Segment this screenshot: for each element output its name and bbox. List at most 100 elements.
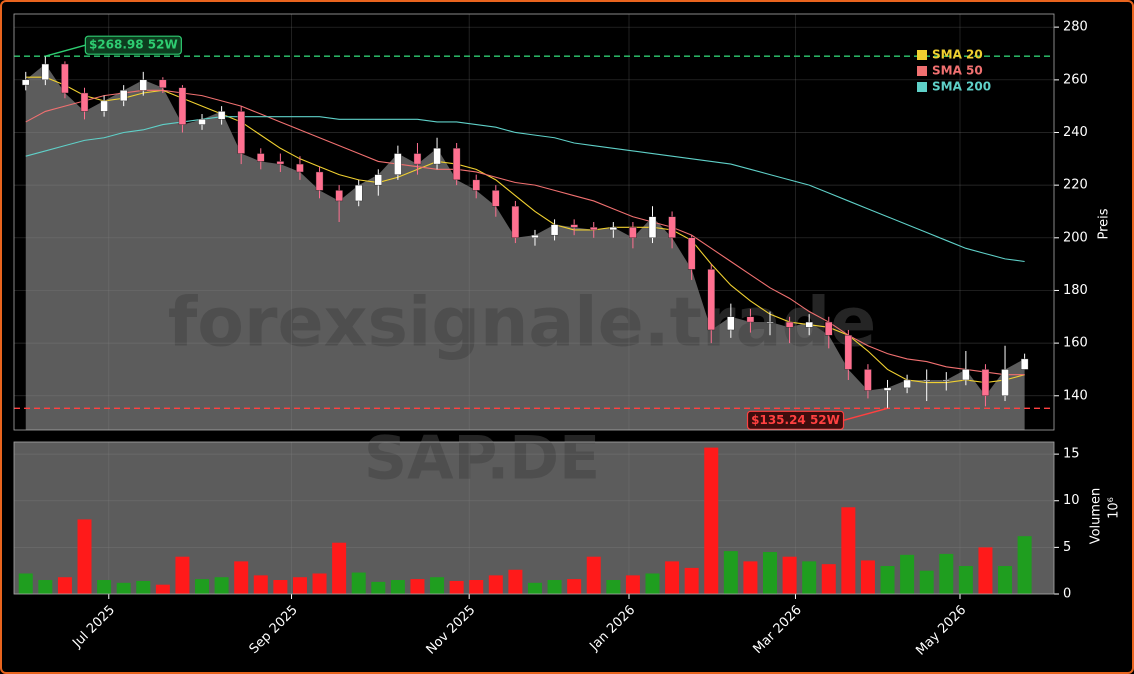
candle-body	[433, 148, 441, 165]
volume-bar	[469, 580, 484, 594]
candle-body	[217, 111, 226, 120]
price-frame	[13, 13, 1055, 431]
sma-line	[25, 76, 1025, 384]
volume-bar	[214, 577, 229, 594]
volume-bar	[155, 584, 170, 594]
candle-body	[511, 206, 520, 238]
legend-label: SMA 20	[932, 48, 983, 62]
candle-body	[687, 237, 696, 270]
y-tick-label: 5	[1063, 540, 1071, 555]
candle-body	[257, 153, 265, 162]
candle-body	[198, 119, 206, 125]
candle-body	[825, 321, 833, 336]
sma-line	[25, 89, 1025, 376]
x-tick-label: Jan 2026	[586, 603, 638, 655]
y-tick-label: 220	[1063, 178, 1088, 193]
candle-body	[22, 79, 30, 86]
candle-body	[355, 184, 363, 202]
candle-body	[648, 216, 657, 238]
volume-bar	[958, 566, 973, 594]
legend-swatch	[917, 50, 927, 60]
volume-bar	[371, 581, 386, 594]
legend-swatch	[917, 66, 927, 76]
sma-line	[25, 116, 1025, 263]
y-tick-label: 10	[1063, 493, 1080, 508]
price-area	[25, 64, 1025, 430]
watermark-symbol: SAP.DE	[364, 424, 600, 494]
axis-scale-label: 10⁶	[1107, 497, 1122, 519]
x-tick-label: Mar 2026	[751, 603, 805, 657]
volume-bar	[841, 507, 856, 594]
candle-body	[237, 111, 245, 154]
legend-label: SMA 200	[932, 80, 991, 94]
candle-body	[315, 171, 324, 191]
volume-bar	[665, 561, 680, 594]
volume-bar	[625, 575, 640, 594]
annotation-label: $135.24 52W	[751, 413, 840, 427]
candle-body	[80, 92, 89, 112]
volume-bar	[547, 580, 562, 594]
volume-bar	[273, 580, 288, 594]
volume-bar	[77, 519, 92, 594]
candle-body	[119, 90, 128, 102]
y-axis-label: Preis	[1097, 208, 1112, 239]
candle-body	[883, 387, 892, 391]
candle-body	[1001, 369, 1009, 396]
candle-body	[139, 79, 147, 91]
annotation-box	[84, 35, 182, 55]
volume-bar	[97, 580, 112, 594]
candle-body	[394, 153, 402, 175]
candle-body	[178, 87, 187, 125]
candle-body	[766, 321, 774, 324]
volume-bar	[743, 561, 758, 594]
candle-body	[550, 224, 559, 236]
x-tick-label: Sep 2025	[247, 603, 301, 657]
candle-body	[374, 174, 382, 186]
candle-body	[159, 79, 167, 88]
volume-bar	[430, 577, 445, 594]
volume-bar	[978, 547, 993, 594]
volume-bar	[175, 556, 190, 594]
volume-frame	[13, 441, 1055, 595]
x-tick-label: Jul 2025	[69, 603, 118, 652]
candle-body	[335, 190, 343, 202]
annotation-label: $268.98 52W	[89, 38, 178, 52]
volume-bar	[645, 573, 660, 594]
candle-body	[296, 163, 304, 173]
candle-body	[707, 269, 715, 331]
candle-body	[844, 335, 853, 370]
candle-body	[922, 379, 931, 382]
volume-bar	[508, 569, 523, 594]
volume-bar	[567, 579, 582, 594]
volume-bar	[136, 580, 151, 594]
y-tick-label: 180	[1063, 283, 1088, 298]
candle-body	[492, 190, 500, 207]
volume-bar	[723, 551, 738, 594]
y-tick-label: 200	[1063, 230, 1088, 245]
legend-swatch	[917, 82, 927, 92]
volume-bar	[527, 582, 542, 594]
volume-bar	[998, 566, 1013, 594]
x-tick-label: May 2026	[913, 603, 969, 659]
volume-bar	[38, 580, 53, 594]
volume-bar	[410, 579, 425, 594]
candle-body	[942, 379, 950, 382]
volume-bar	[802, 561, 817, 594]
volume-bar	[116, 582, 131, 594]
candle-body	[100, 100, 108, 112]
volume-bar	[351, 572, 366, 594]
candle-body	[864, 369, 872, 391]
candle-body	[452, 148, 461, 181]
y-tick-label: 0	[1063, 587, 1071, 602]
candle-body	[629, 227, 637, 238]
volume-bar	[390, 580, 405, 594]
volume-bar	[586, 556, 601, 594]
annotation-box	[746, 410, 845, 430]
annotation-arrow	[45, 44, 86, 57]
volume-bar	[234, 561, 249, 594]
volume-bar	[18, 573, 33, 594]
candle-body	[413, 153, 422, 165]
annotation-arrow	[843, 407, 888, 422]
